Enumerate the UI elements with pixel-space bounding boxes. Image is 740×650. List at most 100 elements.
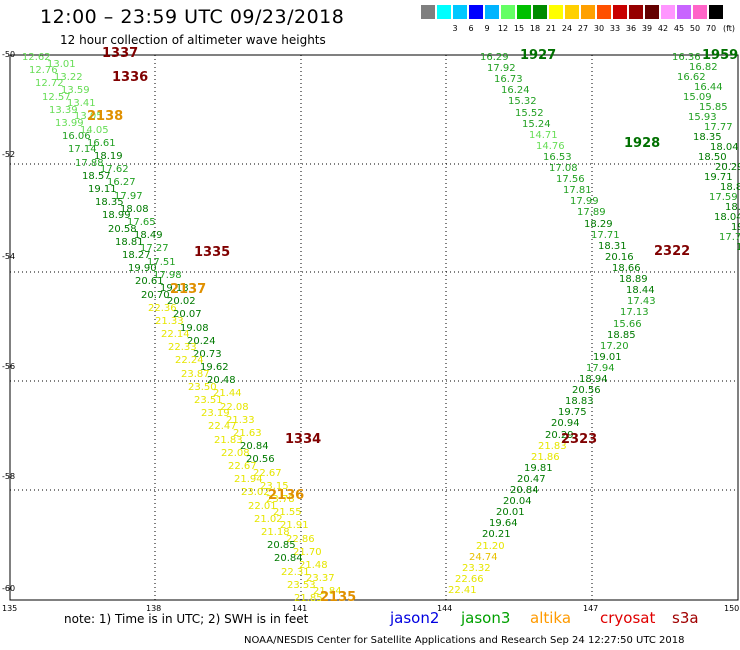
scale-swatch xyxy=(549,5,564,19)
swh-reading: 18.35 xyxy=(693,132,722,143)
swh-reading: 22.47 xyxy=(208,421,237,432)
swh-reading: 20.84 xyxy=(510,485,539,496)
swh-reading: 21.55 xyxy=(273,507,302,518)
pass-label: 1927 xyxy=(520,48,557,63)
scale-swatch xyxy=(437,5,452,19)
swh-reading: 20.85 xyxy=(267,540,296,551)
scale-swatch xyxy=(565,5,580,19)
scale-swatch xyxy=(661,5,676,19)
swh-reading: 20.07 xyxy=(173,309,202,320)
swh-reading: 17.27 xyxy=(140,243,169,254)
swh-reading: 17.77 xyxy=(704,122,733,133)
lat-label: -54 xyxy=(2,252,16,261)
swh-reading: 18.89 xyxy=(619,274,648,285)
credit-line: NOAA/NESDIS Center for Satellite Applica… xyxy=(244,635,685,646)
swh-reading: 20.58 xyxy=(108,224,137,235)
pass-label: 1337 xyxy=(102,46,139,61)
swh-reading: 16.61 xyxy=(87,138,116,149)
lon-label: 141 xyxy=(292,604,308,613)
pass-label: 1928 xyxy=(624,136,661,151)
swh-reading: 20.56 xyxy=(572,385,601,396)
swh-reading: 16.29 xyxy=(480,52,509,63)
swh-reading: 21.91 xyxy=(280,520,309,531)
swh-reading: 21.48 xyxy=(299,560,328,571)
scale-tick-label: 21 xyxy=(545,24,557,33)
swh-reading: 16.53 xyxy=(543,152,572,163)
pass-label: 2135 xyxy=(320,590,357,605)
pass-label: 1335 xyxy=(194,245,231,260)
swh-reading: 12.72 xyxy=(35,78,64,89)
scale-tick-label: 15 xyxy=(513,24,525,33)
swh-reading: 20.84 xyxy=(274,553,303,564)
footnote: note: 1) Time is in UTC; 2) SWH is in fe… xyxy=(64,612,309,626)
swh-reading: 17.99 xyxy=(570,196,599,207)
pass-label: 1334 xyxy=(285,432,322,447)
scale-swatch xyxy=(469,5,484,19)
swh-reading: 20.47 xyxy=(517,474,546,485)
swh-reading: 15.24 xyxy=(522,119,551,130)
swh-reading: 23.15 xyxy=(260,481,289,492)
swh-reading: 13.59 xyxy=(61,85,90,96)
swh-reading: 18.50 xyxy=(698,152,727,163)
swh-reading: 22.08 xyxy=(221,448,250,459)
swh-reading: 16.73 xyxy=(494,74,523,85)
swh-reading: 20.56 xyxy=(246,454,275,465)
scale-swatch xyxy=(629,5,644,19)
swh-reading: 21.83 xyxy=(214,435,243,446)
swh-reading: 18.08 xyxy=(120,204,149,215)
scale-tick-label: 42 xyxy=(657,24,669,33)
legend-altika: altika xyxy=(530,609,572,627)
swh-reading: 18.49 xyxy=(134,230,163,241)
swh-reading: 15.93 xyxy=(688,112,717,123)
swh-reading: 18.31 xyxy=(598,241,627,252)
swh-reading: 21.33 xyxy=(155,316,184,327)
swh-reading: 18.99 xyxy=(102,210,131,221)
scale-tick-label: 24 xyxy=(561,24,573,33)
swh-reading: 15.32 xyxy=(508,96,537,107)
swh-reading: 17.08 xyxy=(549,163,578,174)
swh-reading: 20.94 xyxy=(551,418,580,429)
swh-reading: 15.66 xyxy=(613,319,642,330)
swh-reading: 21.94 xyxy=(234,474,263,485)
swh-reading: 20.70 xyxy=(141,290,170,301)
scale-tick-label: 36 xyxy=(625,24,637,33)
swh-reading: 24.74 xyxy=(469,552,498,563)
swh-reading: 13.22 xyxy=(54,72,83,83)
legend-s3a: s3a xyxy=(672,609,699,627)
swh-reading: 20.01 xyxy=(496,507,525,518)
swh-reading: 18.82 xyxy=(720,182,740,193)
swh-reading: 22.41 xyxy=(448,585,477,596)
swh-reading: 23.78 xyxy=(266,494,295,505)
legend-cryosat: cryosat xyxy=(600,609,656,627)
swh-reading: 17.98 xyxy=(153,270,182,281)
swh-reading: 17.51 xyxy=(147,257,176,268)
swh-reading: 22.67 xyxy=(228,461,257,472)
swh-reading: 15.85 xyxy=(699,102,728,113)
swh-reading: 18.57 xyxy=(82,171,111,182)
grid-lines xyxy=(10,54,738,600)
swh-reading: 18.4 xyxy=(736,242,740,253)
swh-reading: 21.44 xyxy=(213,388,242,399)
swh-reading: 16.27 xyxy=(107,177,136,188)
swh-reading: 13.99 xyxy=(55,118,84,129)
lon-label: 138 xyxy=(146,604,162,613)
scale-swatch xyxy=(453,5,468,19)
swh-reading: 20.21 xyxy=(482,529,511,540)
swh-reading: 19.08 xyxy=(180,323,209,334)
swh-reading: 12.57 xyxy=(42,92,71,103)
swh-reading: 23.19 xyxy=(201,408,230,419)
lat-label: -52 xyxy=(2,150,16,159)
swh-reading: 18.04 xyxy=(714,212,740,223)
swh-reading: 22.36 xyxy=(148,303,177,314)
swh-reading: 16.44 xyxy=(694,82,723,93)
swh-reading: 22.01 xyxy=(248,501,277,512)
swh-reading: 21.63 xyxy=(233,428,262,439)
swh-reading: 19.64 xyxy=(489,518,518,529)
swh-reading: 18.94 xyxy=(579,374,608,385)
swh-reading: 17.89 xyxy=(577,207,606,218)
swh-reading: 20.24 xyxy=(187,336,216,347)
scale-swatch xyxy=(485,5,500,19)
lon-label: 150 xyxy=(724,604,740,613)
swh-reading: 17.62 xyxy=(100,164,129,175)
